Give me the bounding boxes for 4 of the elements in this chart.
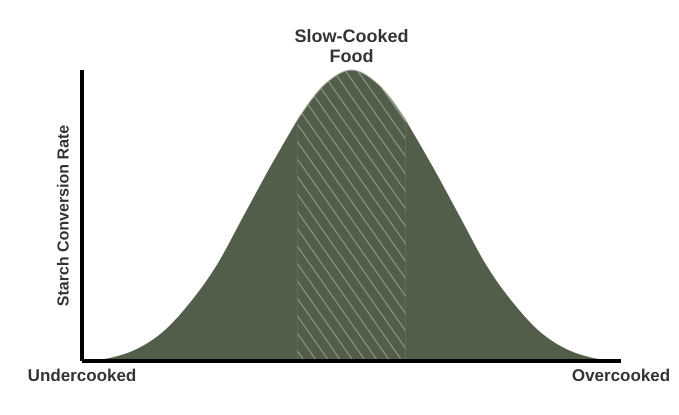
y-axis-title: Starch Conversion Rate	[56, 124, 73, 306]
x-tick-label: Overcooked	[572, 366, 670, 386]
series-label: Slow-Cooked Food	[294, 26, 409, 66]
x-tick-label: Undercooked	[28, 366, 136, 386]
